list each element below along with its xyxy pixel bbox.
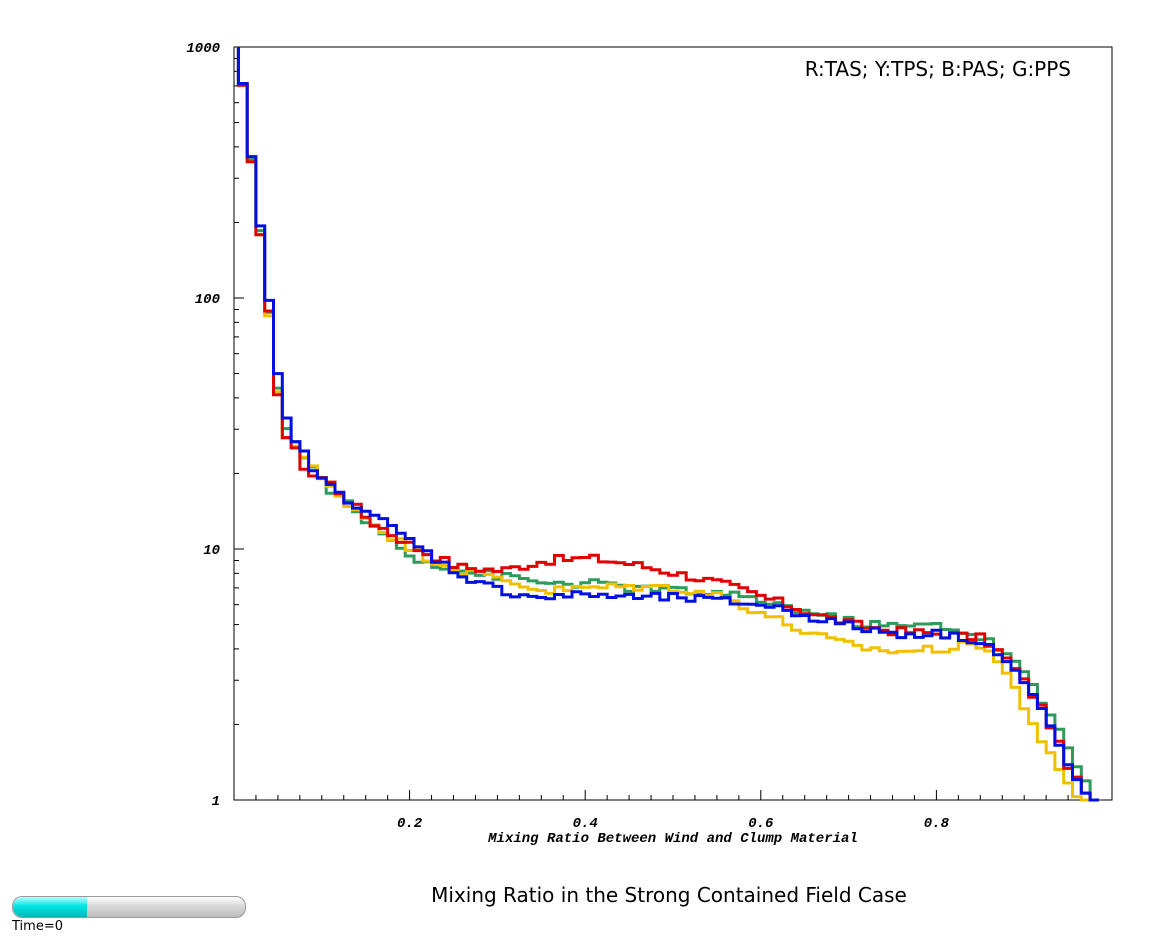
y-tick-label: 1 (212, 794, 220, 810)
x-tick-label: 0.6 (748, 816, 774, 832)
y-tick-label: 1000 (186, 41, 220, 57)
y-tick-label: 10 (203, 543, 220, 559)
x-axis-ticks: 0.2 0.4 0.6 0.8 (397, 790, 950, 832)
y-axis-ticks: 1 10 100 1000 (186, 41, 244, 810)
x-axis-title: Mixing Ratio Between Wind and Clump Mate… (487, 831, 858, 847)
time-slider[interactable] (12, 896, 246, 918)
plot-frame (233, 46, 1113, 801)
legend-text: R:TAS; Y:TPS; B:PAS; G:PPS (805, 57, 1071, 81)
time-slider-fill (13, 897, 88, 917)
time-label: Time=0 (12, 919, 63, 934)
x-tick-label: 0.8 (924, 816, 950, 832)
series-layer (236, 47, 1099, 802)
chart-title: Mixing Ratio in the Strong Contained Fie… (431, 883, 907, 907)
y-tick-label: 100 (195, 292, 220, 308)
x-tick-label: 0.4 (573, 816, 598, 832)
x-minor-ticks (255, 795, 1091, 800)
x-tick-label: 0.2 (397, 816, 423, 832)
series-line-pas (236, 47, 1099, 802)
